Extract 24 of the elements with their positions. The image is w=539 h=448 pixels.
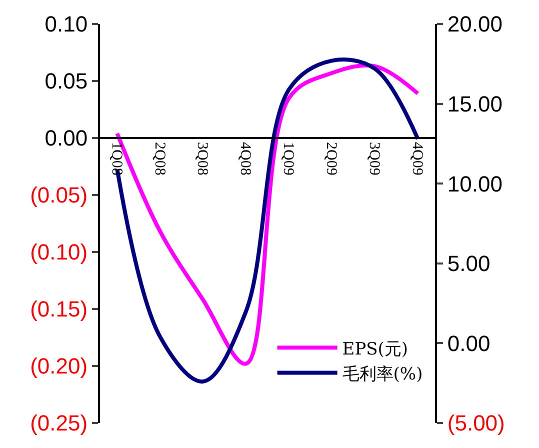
y2-tick-label: 10.00 [447, 171, 502, 196]
x-tick-label: 2Q09 [323, 142, 340, 176]
x-tick-label: 4Q09 [408, 142, 425, 176]
y2-tick-label: 5.00 [447, 251, 490, 276]
x-tick-label: 3Q08 [194, 142, 210, 176]
y2-tick-label: 20.00 [447, 12, 502, 37]
x-tick-label: 2Q08 [151, 142, 168, 176]
y-tick-label: (0.05) [30, 182, 88, 208]
x-tick-label: 1Q09 [280, 142, 296, 176]
y2-tick-label: (5.00) [447, 410, 505, 436]
legend-label: EPS(元) [342, 339, 408, 360]
y-tick-label: (0.20) [30, 354, 88, 379]
x-tick-label: 1Q08 [108, 142, 124, 176]
y2-tick-label: 15.00 [447, 92, 502, 116]
y-tick-label: 0.05 [44, 68, 88, 94]
x-tick-label: 3Q09 [366, 142, 382, 176]
y-tick-label: (0.25) [30, 410, 88, 436]
y-tick-label: (0.10) [30, 240, 88, 265]
y-tick-label: 0.00 [44, 126, 88, 151]
x-tick-label: 4Q08 [237, 142, 254, 176]
y-tick-label: 0.10 [44, 12, 88, 37]
legend-label: 毛利率(%) [342, 364, 423, 384]
y-tick-label: (0.15) [30, 296, 88, 322]
y2-tick-label: 0.00 [447, 330, 490, 356]
